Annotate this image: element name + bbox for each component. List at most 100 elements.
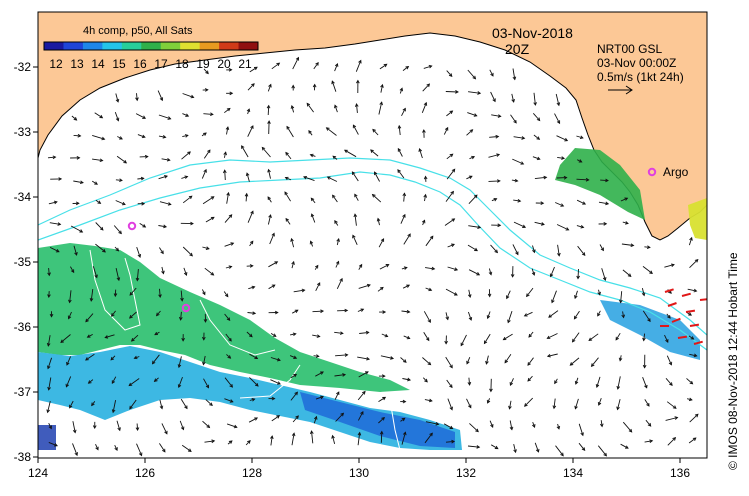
- colorbar-swatch: [199, 42, 220, 50]
- current-arrow: [399, 87, 404, 94]
- current-arrow: [447, 266, 459, 271]
- current-arrow: [507, 310, 513, 324]
- current-arrow: [574, 398, 579, 410]
- current-arrow: [136, 246, 142, 258]
- current-arrow: [86, 334, 93, 338]
- x-tick-label: 124: [28, 466, 48, 480]
- current-arrow: [512, 158, 525, 165]
- current-arrow: [334, 331, 344, 335]
- current-arrow: [110, 355, 116, 361]
- current-arrow: [334, 104, 338, 113]
- current-arrow: [161, 266, 165, 275]
- current-arrow: [246, 264, 254, 268]
- current-arrow: [590, 357, 599, 368]
- current-arrow: [334, 373, 347, 377]
- current-arrow: [689, 413, 699, 423]
- current-arrow: [528, 331, 534, 338]
- current-arrow: [201, 289, 206, 296]
- current-arrow: [336, 237, 340, 246]
- current-arrow: [137, 201, 146, 206]
- current-arrow: [378, 416, 385, 424]
- current-arrow: [285, 151, 292, 160]
- current-arrow: [595, 376, 601, 389]
- current-arrow: [380, 355, 395, 360]
- current-arrow: [379, 430, 384, 443]
- current-arrow: [554, 113, 561, 125]
- current-arrow: [248, 417, 259, 423]
- current-arrow: [576, 177, 590, 182]
- current-scale: 0.5m/s (1kt 24h): [597, 70, 684, 84]
- x-tick-label: 128: [242, 466, 262, 480]
- colorbar-label: 15: [112, 57, 126, 71]
- current-arrow: [378, 238, 385, 248]
- current-arrow: [247, 210, 254, 223]
- y-tick-label: -36: [14, 320, 32, 334]
- y-tick-label: -33: [14, 125, 32, 139]
- current-arrow: [444, 335, 448, 345]
- current-arrow: [267, 168, 271, 179]
- current-arrow: [325, 127, 337, 136]
- current-arrow: [423, 193, 428, 202]
- current-arrow: [291, 309, 299, 314]
- current-arrow: [180, 398, 188, 410]
- current-arrow: [180, 221, 194, 226]
- current-arrow: [445, 312, 450, 321]
- current-arrow: [179, 420, 185, 431]
- current-arrow: [468, 225, 482, 230]
- current-arrow: [91, 180, 99, 185]
- current-arrow: [309, 240, 314, 247]
- current-arrow: [509, 378, 514, 386]
- current-arrow: [489, 134, 500, 139]
- current-arrow: [270, 379, 281, 385]
- current-arrow: [466, 129, 474, 136]
- current-arrow: [336, 277, 343, 289]
- current-arrow: [467, 289, 472, 299]
- current-arrow: [224, 242, 235, 247]
- current-arrow: [488, 268, 493, 276]
- current-arrow: [618, 291, 623, 304]
- current-arrow: [313, 61, 319, 70]
- current-arrow: [526, 287, 534, 298]
- current-arrow: [370, 149, 379, 157]
- colorbar-label: 12: [49, 57, 63, 71]
- current-arrow: [621, 243, 635, 248]
- current-arrow: [95, 222, 104, 231]
- current-arrow: [178, 311, 183, 321]
- current-arrow: [446, 70, 453, 78]
- current-arrow: [290, 332, 297, 337]
- current-arrow: [534, 175, 548, 180]
- current-arrow: [72, 443, 78, 457]
- current-arrow: [425, 235, 434, 247]
- current-arrow: [666, 401, 677, 409]
- land-coast: [38, 12, 707, 241]
- current-arrow: [578, 423, 584, 437]
- current-arrow: [532, 113, 541, 122]
- current-arrow: [687, 288, 698, 293]
- current-arrow: [313, 415, 318, 424]
- current-arrow: [313, 354, 320, 358]
- current-arrow: [201, 168, 207, 179]
- current-arrow: [443, 126, 449, 135]
- scale-arrow-icon: [608, 85, 633, 95]
- current-arrow: [446, 110, 454, 117]
- current-arrow: [139, 223, 147, 228]
- current-arrow: [688, 236, 693, 246]
- current-arrow: [111, 310, 116, 317]
- current-arrow: [597, 398, 602, 406]
- current-arrow: [177, 376, 183, 389]
- current-arrow: [117, 136, 123, 140]
- current-arrow: [312, 309, 325, 314]
- current-arrow: [271, 415, 281, 422]
- current-arrow: [486, 398, 491, 404]
- current-arrow: [246, 331, 253, 338]
- current-arrow: [92, 266, 98, 279]
- current-arrow: [224, 398, 234, 403]
- current-arrow: [95, 243, 106, 253]
- sst-patch-small: [38, 425, 56, 450]
- sst-contour-2: [199, 299, 276, 356]
- current-arrow: [357, 308, 365, 312]
- x-axis: 124 126 128 130 132 134 136: [28, 458, 690, 480]
- current-arrow: [248, 285, 256, 290]
- strong-current-arrow: [681, 292, 691, 297]
- current-arrow: [204, 439, 216, 444]
